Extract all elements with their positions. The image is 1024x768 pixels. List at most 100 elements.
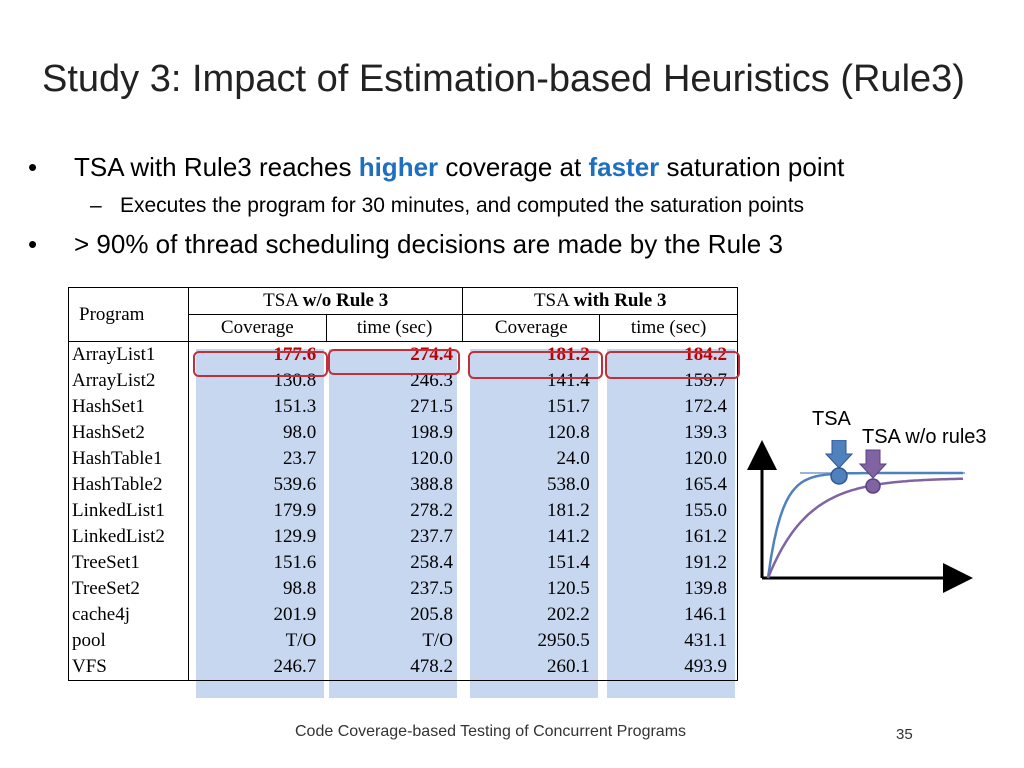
program-name-cell: HashSet1	[68, 394, 189, 420]
table-row: HashSet1 151.3 271.5 151.7 172.4	[68, 394, 738, 420]
slide-footer: Code Coverage-based Testing of Concurren…	[295, 723, 687, 740]
time-with-cell: 191.2	[599, 550, 738, 576]
table-row: HashTable2 539.6 388.8 538.0 165.4	[68, 472, 738, 498]
program-name-cell: HashTable2	[68, 472, 189, 498]
coverage-with-cell: 260.1	[546, 656, 590, 677]
table-row: LinkedList2 129.9 237.7 141.2 161.2	[68, 524, 738, 550]
time-with-cell: 431.1	[599, 628, 738, 654]
program-name-cell: LinkedList1	[68, 498, 189, 524]
program-name-cell: pool	[68, 628, 189, 654]
tsa-saturation-point	[830, 467, 848, 485]
coverage-with-cell: 2950.5	[537, 630, 590, 651]
highlight-box-time-with	[605, 351, 740, 379]
header-time: time (sec)	[599, 314, 738, 342]
program-name-cell: TreeSet1	[68, 550, 189, 576]
coverage-with-cell: 181.2	[546, 344, 590, 365]
coverage-with-cell: 151.4	[546, 552, 590, 573]
column-shade-coverage-with	[470, 349, 598, 698]
coverage-wo-cell: 151.3	[273, 396, 317, 417]
program-name-cell: ArrayList2	[68, 368, 189, 394]
time-with-cell: 120.0	[599, 446, 738, 472]
time-wo-cell: 478.2	[410, 656, 453, 677]
table-row: ArrayList2 130.8 246.3 141.4 159.7	[68, 368, 738, 394]
coverage-wo-cell: 98.0	[282, 422, 317, 443]
time-wo-cell: 198.9	[410, 422, 453, 443]
time-with-cell: 184.2	[599, 341, 738, 368]
bullet-1-text: TSA with Rule3 reaches higher coverage a…	[74, 152, 845, 182]
slide-title: Study 3: Impact of Estimation-based Heur…	[42, 58, 965, 100]
time-with-cell: 159.7	[599, 368, 738, 394]
highlight-box-coverage-wo	[193, 351, 328, 377]
table-row: TreeSet1 151.6 258.4 151.4 191.2	[68, 550, 738, 576]
highlight-higher: higher	[358, 152, 439, 182]
table-row: LinkedList1 179.9 278.2 181.2 155.0	[68, 498, 738, 524]
results-table: Program TSA w/o Rule 3 TSA with Rule 3 C…	[68, 287, 738, 681]
bullet-2-text: > 90% of thread scheduling decisions are…	[74, 229, 783, 259]
results-table-region: Program TSA w/o Rule 3 TSA with Rule 3 C…	[68, 287, 740, 698]
label-tsa-wo-rule3: TSA w/o rule3	[862, 426, 987, 448]
header-program: Program	[68, 287, 189, 342]
time-with-cell: 493.9	[599, 654, 738, 681]
time-wo-cell: 237.5	[410, 578, 453, 599]
label-tsa: TSA	[812, 408, 851, 430]
coverage-wo-cell: 179.9	[273, 500, 317, 521]
coverage-with-cell: 141.4	[546, 370, 590, 391]
time-with-cell: 139.8	[599, 576, 738, 602]
table-row: ArrayList1 177.6 274.4 181.2 184.2	[68, 341, 738, 368]
time-wo-cell: 120.0	[410, 448, 453, 469]
program-name-cell: HashSet2	[68, 420, 189, 446]
header-coverage: Coverage	[187, 314, 327, 342]
coverage-wo-cell: 151.6	[273, 552, 317, 573]
coverage-wo-cell: 129.9	[273, 526, 317, 547]
time-with-cell: 165.4	[599, 472, 738, 498]
program-name-cell: HashTable1	[68, 446, 189, 472]
program-name-cell: VFS	[68, 654, 189, 681]
time-wo-cell: 278.2	[410, 500, 453, 521]
program-name-cell: LinkedList2	[68, 524, 189, 550]
coverage-wo-cell: 98.8	[282, 578, 317, 599]
time-wo-cell: 237.7	[410, 526, 453, 547]
coverage-with-cell: 151.7	[546, 396, 590, 417]
sub-bullet-marker: –	[90, 194, 102, 217]
tsa-wo-rule3-saturation-point	[865, 478, 881, 494]
time-wo-cell: 205.8	[410, 604, 453, 625]
time-wo-cell: T/O	[422, 630, 453, 651]
program-name-cell: ArrayList1	[68, 341, 189, 368]
highlight-box-time-wo	[328, 349, 460, 375]
header-group-with-rule3: TSA with Rule 3	[462, 287, 738, 315]
program-name-cell: TreeSet2	[68, 576, 189, 602]
header-time: time (sec)	[325, 314, 464, 342]
table-row: HashTable1 23.7 120.0 24.0 120.0	[68, 446, 738, 472]
tsa-arrow-icon	[824, 440, 854, 469]
coverage-with-cell: 24.0	[556, 448, 590, 469]
time-with-cell: 155.0	[599, 498, 738, 524]
coverage-with-cell: 181.2	[546, 500, 590, 521]
coverage-wo-cell: 246.7	[273, 656, 317, 677]
time-wo-cell: 258.4	[410, 552, 453, 573]
table-row: pool T/O T/O 2950.5 431.1	[68, 628, 738, 654]
saturation-diagram	[747, 440, 973, 593]
table-row: VFS 246.7 478.2 260.1 493.9	[68, 654, 738, 681]
sub-bullet-1-text: Executes the program for 30 minutes, and…	[120, 194, 805, 217]
time-wo-cell: 271.5	[410, 396, 453, 417]
coverage-with-cell: 120.5	[546, 578, 590, 599]
coverage-wo-cell: 201.9	[273, 604, 317, 625]
page-number: 35	[896, 726, 913, 743]
time-with-cell: 146.1	[599, 602, 738, 628]
tsa-wo-rule3-curve	[766, 477, 963, 579]
header-group-wo-rule3: TSA w/o Rule 3	[187, 287, 464, 315]
highlight-box-coverage-with	[468, 351, 603, 379]
column-shade-time-wo	[329, 349, 457, 698]
header-coverage: Coverage	[462, 314, 601, 342]
bullet-marker: •	[28, 152, 38, 182]
tsa-wo-rule3-arrow-icon	[858, 449, 888, 479]
highlight-faster: faster	[588, 152, 660, 182]
bullet-marker: •	[28, 229, 38, 259]
coverage-wo-cell: 177.6	[273, 344, 317, 365]
coverage-wo-cell: 539.6	[273, 474, 317, 495]
coverage-with-cell: 202.2	[546, 604, 590, 625]
coverage-with-cell: 538.0	[546, 474, 590, 495]
coverage-wo-cell: T/O	[285, 630, 317, 651]
table-row: cache4j 201.9 205.8 202.2 146.1	[68, 602, 738, 628]
time-wo-cell: 246.3	[410, 370, 453, 391]
